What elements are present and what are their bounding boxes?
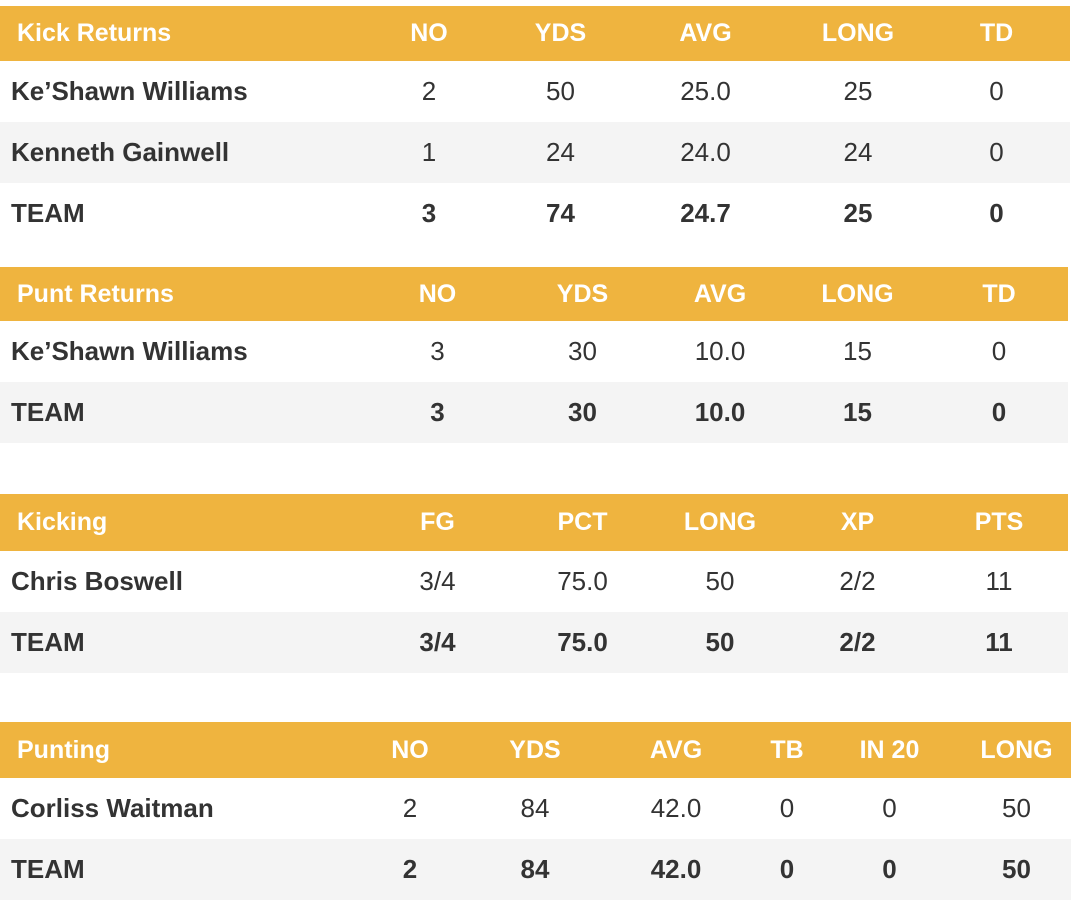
table-row: Corliss Waitman 2 84 42.0 0 0 50 (0, 778, 1071, 839)
stat-cell: 24.7 (680, 198, 731, 228)
stat-cell: 3 (365, 382, 510, 443)
stat-cell: 2/2 (785, 612, 930, 673)
team-label: TEAM (0, 839, 345, 900)
stat-cell: 84 (475, 839, 595, 900)
stat-cell: 42.0 (595, 839, 757, 900)
stat-cell: 75.0 (510, 612, 655, 673)
stat-cell: 3 (421, 198, 437, 228)
table-row: Ke’Shawn Williams 3 30 10.0 15 0 (0, 321, 1068, 382)
column-header: AVG (595, 722, 757, 778)
player-name: Chris Boswell (11, 566, 183, 596)
stat-cell: 2 (421, 76, 437, 106)
stat-cell: 0 (930, 382, 1068, 443)
section-title: Kicking (0, 494, 365, 551)
player-name: Ke’Shawn Williams (11, 76, 248, 106)
stat-cell: 24.0 (618, 122, 793, 183)
team-total-row: TEAM 3 74 24.7 25 0 (0, 183, 1070, 244)
stat-cell: 0 (757, 839, 817, 900)
stat-cell: 2/2 (839, 566, 876, 596)
team-total-row: TEAM 3/4 75.0 50 2/2 11 (0, 612, 1068, 673)
stat-cell: 3/4 (419, 566, 456, 596)
column-header: LONG (793, 6, 923, 61)
team-total-row: TEAM 3 30 10.0 15 0 (0, 382, 1068, 443)
stat-cell: 10.0 (694, 336, 746, 366)
stat-cell: 50 (1002, 793, 1031, 823)
column-header: XP (785, 494, 930, 551)
column-header: LONG (962, 722, 1071, 778)
column-header: TD (923, 6, 1070, 61)
stat-cell: 50 (705, 566, 735, 596)
team-total-row: TEAM 2 84 42.0 0 0 50 (0, 839, 1071, 900)
player-name: Kenneth Gainwell (0, 122, 355, 183)
column-header: YDS (503, 6, 618, 61)
table-header-row: Punting NO YDS AVG TB IN 20 LONG (0, 722, 1071, 778)
punting-table: Punting NO YDS AVG TB IN 20 LONG Corliss… (0, 722, 1071, 900)
stat-cell: 0 (989, 76, 1004, 106)
section-title: Punt Returns (0, 267, 365, 321)
column-header: YDS (510, 267, 655, 321)
stat-cell: 0 (989, 198, 1004, 228)
column-header: PTS (930, 494, 1068, 551)
column-header: FG (365, 494, 510, 551)
stat-cell: 11 (985, 566, 1013, 596)
table-row: Chris Boswell 3/4 75.0 50 2/2 11 (0, 551, 1068, 612)
stat-cell: 25.0 (680, 76, 731, 106)
column-header: TD (930, 267, 1068, 321)
section-title: Kick Returns (0, 6, 355, 61)
stat-cell: 3 (430, 336, 445, 366)
table-header-row: Punt Returns NO YDS AVG LONG TD (0, 267, 1068, 321)
team-label: TEAM (0, 612, 365, 673)
team-label: TEAM (0, 382, 365, 443)
player-name: Ke’Shawn Williams (11, 336, 248, 366)
stat-cell: 2 (345, 839, 475, 900)
stat-cell: 11 (930, 612, 1068, 673)
column-header: NO (365, 267, 510, 321)
stat-cell: 2 (402, 793, 418, 823)
stat-cell: 10.0 (655, 382, 785, 443)
stat-cell: 24 (793, 122, 923, 183)
stat-cell: 50 (546, 76, 575, 106)
column-header: TB (757, 722, 817, 778)
stat-cell: 50 (962, 839, 1071, 900)
column-header: AVG (655, 267, 785, 321)
stat-cell: 42.0 (650, 793, 702, 823)
team-label: TEAM (11, 198, 85, 228)
stat-cell: 84 (520, 793, 550, 823)
stat-cell: 74 (546, 198, 575, 228)
kick-returns-table: Kick Returns NO YDS AVG LONG TD Ke’Shawn… (0, 6, 1070, 244)
stat-cell: 75.0 (557, 566, 608, 596)
column-header: NO (345, 722, 475, 778)
table-row: Ke’Shawn Williams 2 50 25.0 25 0 (0, 61, 1070, 122)
column-header: NO (355, 6, 503, 61)
player-name: Corliss Waitman (11, 793, 214, 823)
stat-cell: 0 (923, 122, 1070, 183)
table-header-row: Kicking FG PCT LONG XP PTS (0, 494, 1068, 551)
stat-cell: 30 (510, 382, 655, 443)
column-header: LONG (655, 494, 785, 551)
stat-cell: 1 (355, 122, 503, 183)
stat-cell: 0 (882, 793, 897, 823)
stat-cell: 0 (817, 839, 962, 900)
stat-cell: 25 (843, 198, 873, 228)
stat-cell: 15 (785, 382, 930, 443)
kicking-table: Kicking FG PCT LONG XP PTS Chris Boswell… (0, 494, 1068, 673)
column-header: PCT (510, 494, 655, 551)
stat-cell: 30 (568, 336, 597, 366)
stat-cell: 3/4 (365, 612, 510, 673)
table-row: Kenneth Gainwell 1 24 24.0 24 0 (0, 122, 1070, 183)
column-header: IN 20 (817, 722, 962, 778)
punt-returns-table: Punt Returns NO YDS AVG LONG TD Ke’Shawn… (0, 267, 1068, 443)
stat-cell: 24 (503, 122, 618, 183)
column-header: LONG (785, 267, 930, 321)
stat-cell: 0 (991, 336, 1007, 366)
stat-cell: 15 (843, 336, 872, 366)
stat-cell: 0 (779, 793, 795, 823)
table-header-row: Kick Returns NO YDS AVG LONG TD (0, 6, 1070, 61)
stat-cell: 25 (843, 76, 873, 106)
section-title: Punting (0, 722, 345, 778)
column-header: YDS (475, 722, 595, 778)
stat-cell: 50 (655, 612, 785, 673)
column-header: AVG (618, 6, 793, 61)
